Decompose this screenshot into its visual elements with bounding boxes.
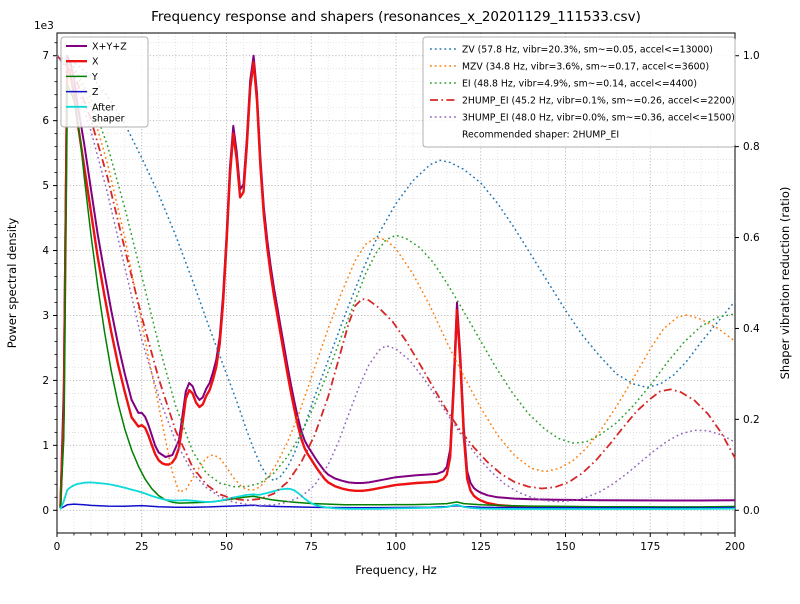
- legend-psd-label: Z: [92, 87, 99, 98]
- x-tick-label: 0: [54, 541, 61, 553]
- legend-psd-label: Y: [91, 72, 98, 83]
- x-tick-label: 50: [220, 541, 233, 553]
- shaper-line-3hump-ei: [56, 55, 736, 507]
- y-axis-offset-text: 1e3: [34, 20, 54, 32]
- shaper-line-2hump-ei: [56, 55, 736, 502]
- legend-shapers: ZV (57.8 Hz, vibr=20.3%, sm~=0.05, accel…: [422, 36, 736, 148]
- x-tick-label: 125: [471, 541, 491, 553]
- y-axis-label-left: Power spectral density: [5, 218, 19, 349]
- legend-recommended-note: Recommended shaper: 2HUMP_EI: [462, 130, 619, 141]
- x-tick-label: 25: [135, 541, 148, 553]
- y-right-tick-label: 0.8: [743, 141, 760, 153]
- y-left-tick-label: 1: [42, 440, 49, 452]
- axes: 0 25 50 75 100 125 150 175 200 0 1 2 3 4 5 6 7 0.0 0.2 0.4 0…: [42, 32, 760, 553]
- legend-shaper-label: 2HUMP_EI (45.2 Hz, vibr=0.1%, sm~=0.26, …: [462, 96, 735, 107]
- y-left-tick-label: 4: [42, 245, 49, 257]
- x-tick-label: 175: [640, 541, 660, 553]
- legend-psd-label: After: [92, 102, 115, 113]
- y-left-tick-label: 2: [42, 375, 49, 387]
- x-tick-label: 150: [555, 541, 575, 553]
- legend-psd-label: X: [92, 57, 99, 68]
- x-tick-label: 100: [386, 541, 406, 553]
- y-right-tick-label: 0.2: [743, 414, 760, 426]
- psd-line-after-shaper: [59, 481, 736, 510]
- y-right-tick-label: 1.0: [743, 50, 760, 62]
- legend-psd-label: X+Y+Z: [92, 42, 127, 53]
- legend-shaper-label: MZV (34.8 Hz, vibr=3.6%, sm~=0.17, accel…: [462, 62, 709, 73]
- legend-shaper-label: EI (48.8 Hz, vibr=4.9%, sm~=0.14, accel<…: [462, 79, 697, 90]
- x-tick-label: 75: [305, 541, 318, 553]
- y-right-tick-label: 0.0: [743, 505, 760, 517]
- legend-shaper-label: ZV (57.8 Hz, vibr=20.3%, sm~=0.05, accel…: [462, 45, 713, 56]
- psd-line-x: [59, 61, 736, 510]
- chart-title: Frequency response and shapers (resonanc…: [151, 9, 641, 25]
- data-series: [56, 54, 736, 510]
- x-tick-label: 200: [725, 541, 745, 553]
- psd-line-z: [60, 503, 736, 510]
- shaper-line-zv: [56, 55, 736, 482]
- y-left-tick-label: 3: [42, 310, 49, 322]
- y-right-tick-label: 0.6: [743, 232, 760, 244]
- y-left-tick-label: 0: [42, 505, 49, 517]
- y-right-tick-label: 0.4: [743, 323, 760, 335]
- shaper-line-mzv: [56, 55, 736, 493]
- legend-shaper-label: 3HUMP_EI (48.0 Hz, vibr=0.0%, sm~=0.36, …: [462, 113, 735, 124]
- y-left-tick-label: 5: [42, 180, 49, 192]
- x-axis-label: Frequency, Hz: [355, 563, 436, 577]
- legend-psd-box: [60, 36, 149, 128]
- legend-shapers-box: [422, 36, 736, 148]
- legend-psd-label: shaper: [92, 113, 125, 124]
- y-left-tick-label: 7: [42, 50, 49, 62]
- psd-line-y: [59, 84, 736, 509]
- y-axis-label-right: Shaper vibration reduction (ratio): [778, 187, 792, 380]
- y-left-tick-label: 6: [42, 115, 49, 127]
